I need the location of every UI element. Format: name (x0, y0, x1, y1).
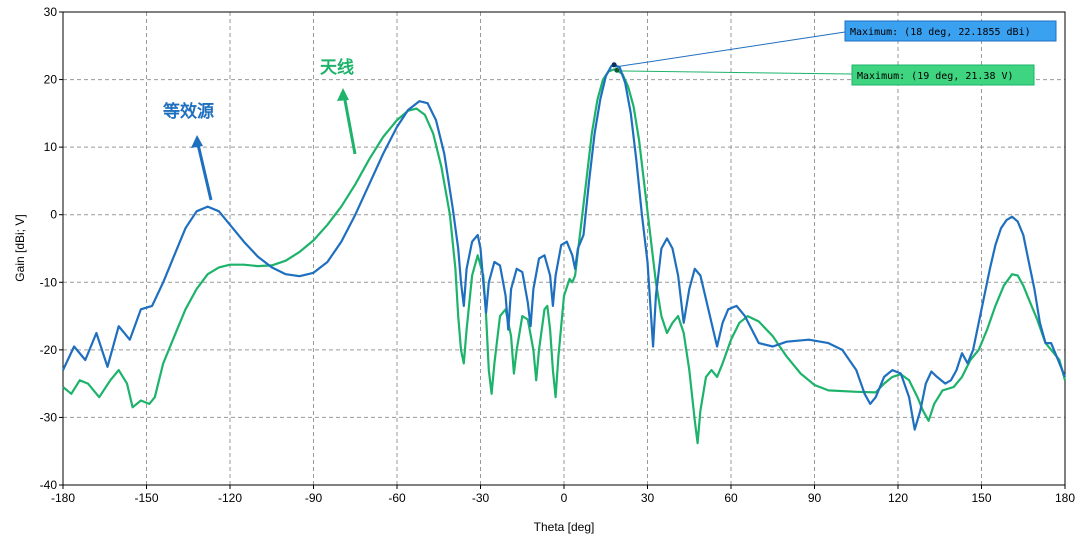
maximum-box-equivalent-source: Maximum: (18 deg, 22.1855 dBi) (614, 20, 1057, 68)
x-tick-labels: -180 -150 -120 -90 -60 -30 0 30 60 90 120 150 180 (51, 485, 1075, 505)
annotation-equivalent-source: 等效源 (163, 101, 214, 201)
x-tick-label: 0 (561, 491, 568, 505)
maximum-point (611, 62, 617, 68)
x-tick-label: -90 (305, 491, 323, 505)
y-tick-label: 0 (50, 208, 57, 222)
x-tick-label: -180 (51, 491, 75, 505)
y-tick-label: -30 (40, 410, 58, 424)
maximum-box-text-antenna: Maximum: (19 deg, 21.38 V) (857, 71, 1014, 82)
annotation-antenna: 天线 (320, 57, 357, 155)
x-tick-label: -150 (134, 491, 158, 505)
arrowhead-antenna (337, 88, 349, 101)
x-axis-label: Theta [deg] (534, 520, 595, 534)
x-tick-label: -30 (472, 491, 490, 505)
maximum-point (614, 67, 620, 73)
series-line-equivalent-source (62, 63, 1067, 431)
series-lines (62, 63, 1067, 445)
grid-lines (63, 12, 1065, 485)
marker-leader-line-equivalent-source (614, 31, 846, 68)
x-tick-label: 30 (641, 491, 655, 505)
y-tick-label: -40 (40, 478, 58, 492)
annotation-arrow-antenna (342, 94, 357, 155)
x-tick-label: -60 (388, 491, 406, 505)
arrowhead-equivalent-source (191, 135, 203, 148)
y-tick-labels: -40 -30 -20 -10 0 10 20 30 (40, 5, 63, 492)
annotation-label-equivalent-source: 等效源 (163, 101, 214, 122)
x-tick-label: 180 (1055, 491, 1075, 505)
x-tick-label: -120 (218, 491, 242, 505)
maximum-box-text-equivalent-source: Maximum: (18 deg, 22.1855 dBi) (850, 27, 1031, 38)
maximum-box-bg-equivalent-source (844, 20, 1057, 42)
maximum-box-antenna: Maximum: (19 deg, 21.38 V) (621, 64, 1035, 86)
marker-leader-line-antenna (621, 70, 853, 75)
x-tick-label: 90 (808, 491, 822, 505)
annotation-label-antenna: 天线 (320, 57, 354, 78)
x-tick-label: 60 (724, 491, 738, 505)
y-axis-label: Gain [dBi; V] (13, 214, 27, 281)
y-tick-label: -10 (40, 275, 58, 289)
y-tick-label: 20 (44, 73, 58, 87)
maximum-box-bg-antenna (851, 64, 1035, 86)
annotation-arrow-equivalent-source (195, 139, 213, 201)
x-tick-label: 120 (888, 491, 908, 505)
y-tick-label: -20 (40, 343, 58, 357)
y-tick-label: 30 (44, 5, 58, 19)
x-tick-label: 150 (971, 491, 991, 505)
maximum-markers (611, 62, 620, 73)
y-tick-label: 10 (44, 140, 58, 154)
